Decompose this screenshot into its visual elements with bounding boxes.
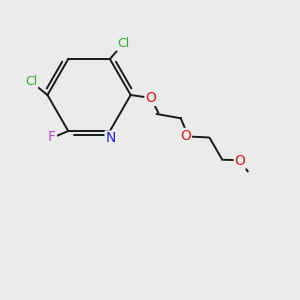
Text: O: O xyxy=(146,91,156,105)
Text: Cl: Cl xyxy=(25,75,37,88)
Text: Cl: Cl xyxy=(117,37,129,50)
Text: O: O xyxy=(180,129,191,143)
Text: N: N xyxy=(106,131,116,146)
Text: F: F xyxy=(48,130,56,144)
Text: O: O xyxy=(235,154,246,168)
